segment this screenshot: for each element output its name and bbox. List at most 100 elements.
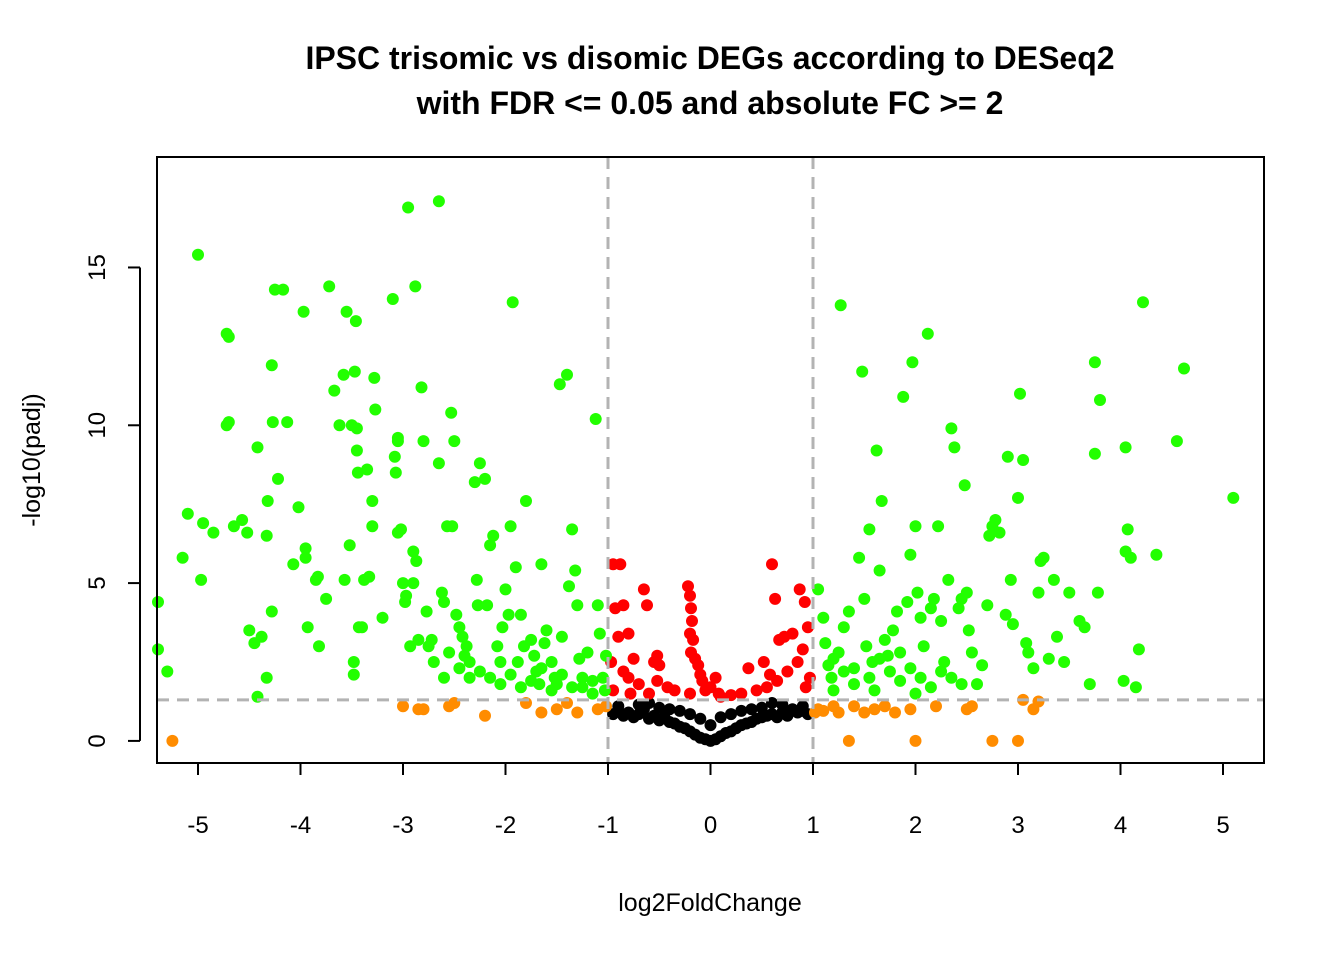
data-point bbox=[1063, 586, 1076, 599]
data-point bbox=[337, 368, 350, 381]
data-point bbox=[769, 592, 782, 605]
data-point bbox=[952, 602, 965, 615]
data-point bbox=[622, 627, 635, 640]
data-point bbox=[538, 637, 551, 650]
data-point bbox=[569, 564, 582, 577]
data-point bbox=[338, 573, 351, 586]
data-point bbox=[914, 671, 927, 684]
data-point bbox=[832, 706, 845, 719]
data-point bbox=[313, 640, 325, 653]
data-point bbox=[494, 678, 507, 691]
data-point bbox=[1178, 362, 1190, 375]
data-point bbox=[261, 495, 274, 507]
data-point bbox=[197, 517, 210, 530]
data-point bbox=[520, 495, 532, 507]
data-point bbox=[958, 479, 971, 492]
data-point bbox=[694, 712, 707, 725]
x-tick-label: -2 bbox=[495, 812, 516, 839]
data-point bbox=[320, 592, 333, 605]
data-point bbox=[793, 583, 806, 596]
data-point bbox=[343, 539, 356, 552]
data-point bbox=[750, 684, 763, 697]
data-point bbox=[935, 665, 948, 678]
data-point bbox=[545, 656, 558, 668]
data-point bbox=[938, 656, 951, 668]
data-point bbox=[1032, 586, 1045, 599]
data-point bbox=[299, 542, 312, 555]
data-point bbox=[684, 589, 696, 602]
data-point bbox=[714, 711, 727, 724]
data-point bbox=[586, 674, 599, 687]
data-point bbox=[496, 621, 509, 634]
data-point bbox=[1150, 548, 1163, 561]
data-point bbox=[834, 299, 847, 312]
data-point bbox=[760, 681, 773, 694]
data-point bbox=[764, 668, 776, 681]
data-point bbox=[566, 681, 579, 694]
threshold-lines-group bbox=[157, 157, 1264, 763]
data-point bbox=[333, 419, 346, 432]
data-point bbox=[791, 656, 804, 668]
data-point bbox=[484, 671, 497, 684]
data-point bbox=[255, 630, 268, 643]
data-point bbox=[479, 472, 491, 485]
data-point bbox=[1042, 652, 1055, 665]
data-point bbox=[687, 633, 700, 646]
data-point bbox=[883, 665, 896, 678]
data-point bbox=[981, 599, 994, 612]
data-point bbox=[612, 700, 625, 713]
data-point bbox=[1006, 618, 1019, 631]
data-point bbox=[397, 577, 409, 590]
data-point bbox=[976, 659, 989, 672]
data-point bbox=[1014, 387, 1026, 400]
x-tick-label: 4 bbox=[1114, 812, 1127, 839]
data-point bbox=[323, 280, 336, 293]
data-point bbox=[827, 684, 840, 697]
data-point bbox=[848, 662, 860, 675]
data-point bbox=[955, 678, 968, 691]
data-point bbox=[438, 671, 450, 684]
data-point bbox=[484, 539, 497, 552]
data-point bbox=[576, 681, 589, 694]
data-point bbox=[514, 608, 527, 621]
data-point bbox=[368, 371, 381, 384]
data-point bbox=[798, 596, 811, 608]
data-point bbox=[1119, 441, 1132, 454]
data-point bbox=[1001, 450, 1014, 463]
data-point bbox=[586, 687, 599, 700]
data-point bbox=[863, 523, 876, 536]
data-point bbox=[930, 700, 942, 713]
data-point bbox=[817, 611, 830, 624]
data-point bbox=[894, 674, 907, 687]
data-point bbox=[473, 665, 486, 678]
data-point bbox=[417, 703, 430, 716]
data-point bbox=[819, 637, 832, 650]
data-point bbox=[299, 551, 312, 564]
data-point bbox=[555, 668, 568, 681]
data-point bbox=[858, 592, 871, 605]
data-point bbox=[942, 573, 955, 586]
data-point bbox=[561, 368, 573, 381]
data-point bbox=[356, 621, 368, 634]
data-point bbox=[460, 640, 473, 653]
data-point bbox=[627, 652, 640, 665]
data-point bbox=[1051, 630, 1063, 643]
data-point bbox=[709, 671, 722, 684]
data-point bbox=[504, 668, 517, 681]
data-point bbox=[870, 444, 883, 457]
data-point bbox=[1094, 394, 1106, 406]
data-point bbox=[614, 558, 627, 571]
data-point bbox=[499, 583, 512, 596]
data-point bbox=[686, 615, 698, 627]
data-point bbox=[1117, 674, 1130, 687]
data-point bbox=[555, 630, 568, 643]
data-point bbox=[438, 596, 450, 608]
data-point bbox=[417, 435, 430, 448]
data-point bbox=[1017, 454, 1030, 466]
data-point bbox=[684, 687, 696, 700]
data-point bbox=[506, 296, 519, 309]
chart-title: IPSC trisomic vs disomic DEGs according … bbox=[305, 40, 1114, 76]
data-point bbox=[195, 573, 208, 586]
data-point bbox=[878, 700, 891, 713]
x-tick-label: -3 bbox=[392, 812, 413, 839]
